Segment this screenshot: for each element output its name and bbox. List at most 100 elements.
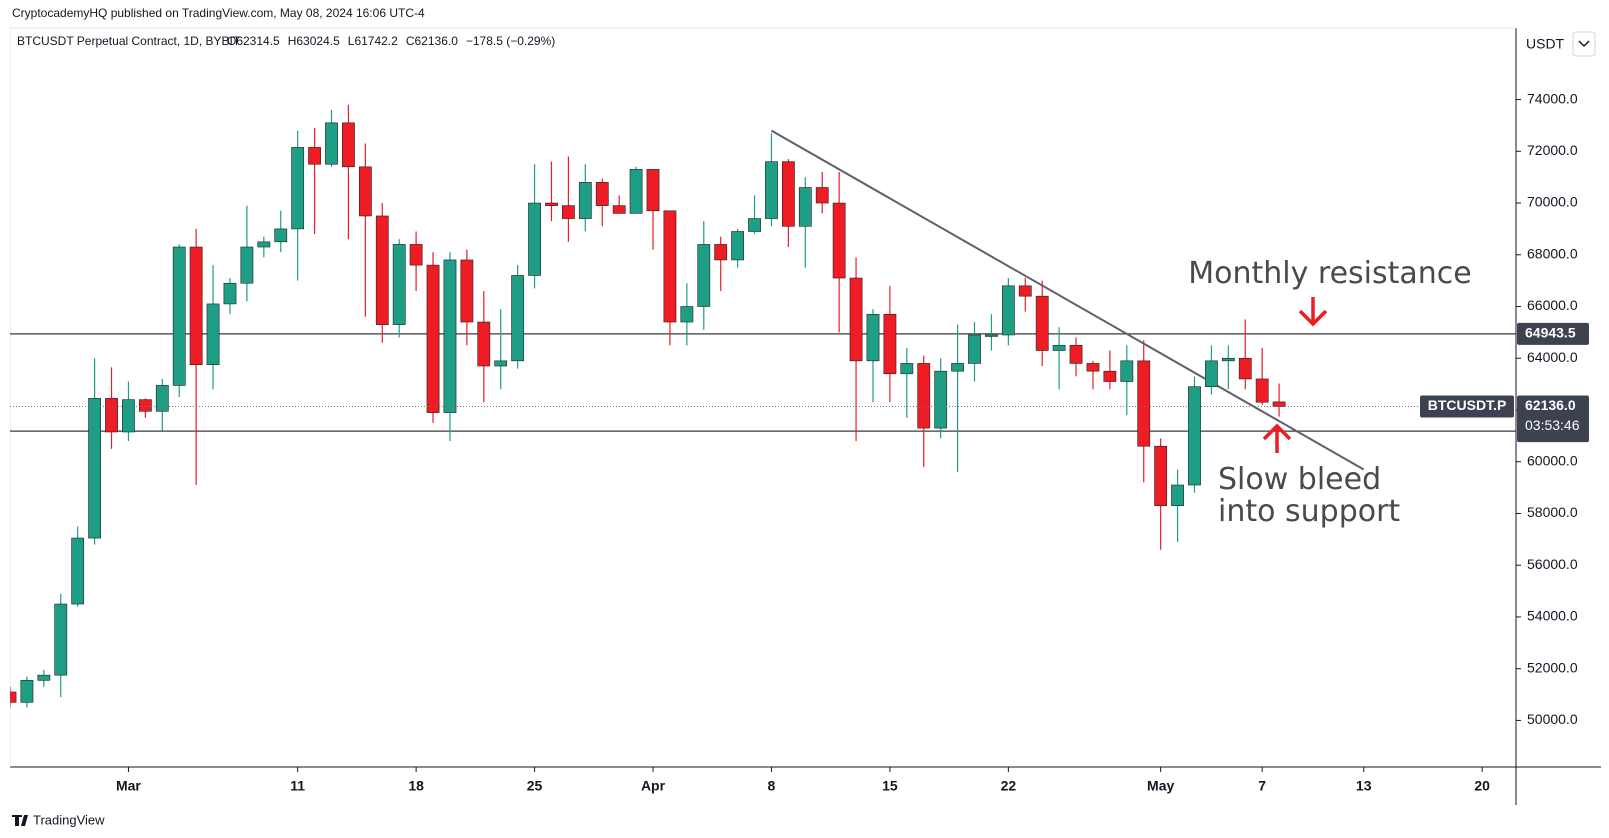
arrow-up (1262, 423, 1292, 453)
candle-body (1035, 295, 1049, 351)
y-tick-label: 60000.0 (1527, 452, 1578, 468)
x-tick-label: 15 (882, 778, 898, 794)
arrow-down (1298, 297, 1328, 327)
x-tick-label: 13 (1356, 778, 1372, 794)
x-tick-label: 11 (290, 778, 305, 794)
candle-body (578, 182, 592, 219)
candle-body (460, 259, 474, 323)
candle-body (358, 166, 372, 217)
left-mask (0, 28, 10, 767)
candle-body (781, 161, 795, 227)
x-tick-label: 7 (1258, 778, 1266, 794)
annotation: into support (1218, 494, 1400, 529)
x-tick-label: Apr (641, 778, 666, 794)
candle-body (172, 246, 186, 386)
candle-body (1171, 484, 1184, 507)
trendline (770, 129, 1365, 471)
candle-body (1018, 285, 1032, 297)
candle-body (138, 399, 152, 412)
candle-body (646, 169, 660, 212)
symbol-tag-label: BTCUSDT.P (1428, 397, 1507, 413)
x-tick-label: 8 (768, 778, 776, 794)
dropdown[interactable] (1572, 31, 1596, 57)
candle-body (71, 537, 85, 605)
y-tick-label: 66000.0 (1527, 297, 1578, 313)
candle-body (155, 385, 169, 412)
y-tick-label: 58000.0 (1527, 504, 1578, 520)
candle-body (731, 231, 745, 261)
candle-body (985, 334, 998, 337)
candle-body (325, 122, 338, 165)
candle-body (748, 218, 761, 232)
x-tick-label: 22 (1001, 778, 1017, 794)
candle-body (1120, 360, 1134, 382)
candle-body (426, 264, 440, 413)
candle-body (1052, 345, 1066, 351)
publisher: CryptocademyHQ published on TradingView.… (12, 6, 425, 20)
candle-body (968, 334, 981, 364)
candle-body (511, 275, 525, 362)
candle-body (122, 399, 135, 433)
candle-body (223, 282, 237, 305)
x-tick-label: 20 (1474, 778, 1490, 794)
candle-body (240, 246, 254, 284)
y-axis-label: USDT (1526, 36, 1565, 52)
candle-body (1205, 360, 1218, 388)
candle-body (105, 398, 118, 433)
candle-body (1069, 345, 1083, 364)
candle-body (392, 244, 406, 325)
y-tick-label: 52000.0 (1527, 659, 1578, 675)
candle-body (54, 603, 68, 676)
candle-body (1188, 386, 1201, 486)
brand: TradingView (33, 812, 105, 827)
candle-body (1086, 363, 1100, 372)
level-tag (1517, 322, 1589, 345)
candle-body (883, 313, 897, 375)
candle-body (917, 363, 931, 429)
candle-body (37, 674, 51, 681)
candle-body (1255, 378, 1269, 403)
candle-body (697, 244, 711, 307)
candle-body (20, 680, 34, 703)
tv-logo (12, 815, 28, 826)
candle-body (595, 182, 609, 206)
candle-body (714, 244, 728, 261)
ohlc-value: −178.5 (−0.29%) (466, 34, 555, 48)
candle-body (494, 360, 508, 367)
candle-body (629, 169, 643, 214)
dropdown-icon (1578, 40, 1590, 48)
candle-body (342, 122, 355, 168)
price-tag (1517, 395, 1589, 438)
candle-body (409, 244, 423, 266)
candle-body (934, 370, 948, 429)
ohlc-value: H63024.5 (288, 34, 340, 48)
candle-body (477, 321, 491, 367)
candle-body (274, 228, 288, 243)
candle-body (189, 246, 203, 366)
candle-body (680, 306, 694, 323)
candle-body (1221, 357, 1235, 362)
y-tick-label: 54000.0 (1527, 608, 1578, 624)
candle-body (765, 161, 778, 219)
x-tick-label: Mar (116, 778, 141, 794)
candle-body (562, 205, 575, 219)
candle-body (612, 205, 626, 214)
candle-body (1154, 445, 1168, 507)
candle-body (832, 202, 846, 279)
y-tick-label: 70000.0 (1527, 194, 1578, 210)
symbol-tag (1420, 395, 1514, 418)
candle-body (798, 187, 812, 227)
y-tick-label: 64000.0 (1527, 349, 1578, 365)
price-tag-label: 62136.0 (1525, 397, 1576, 413)
candle-body (528, 202, 541, 276)
ohlc-value: O62314.5 (227, 34, 280, 48)
x-tick-label: 25 (527, 778, 543, 794)
candle-body (849, 277, 863, 362)
candle-body (1238, 357, 1252, 380)
candle-body (291, 147, 305, 230)
candle-body (1001, 285, 1015, 336)
y-tick-label: 56000.0 (1527, 556, 1578, 572)
ohlc-value: L61742.2 (348, 34, 398, 48)
